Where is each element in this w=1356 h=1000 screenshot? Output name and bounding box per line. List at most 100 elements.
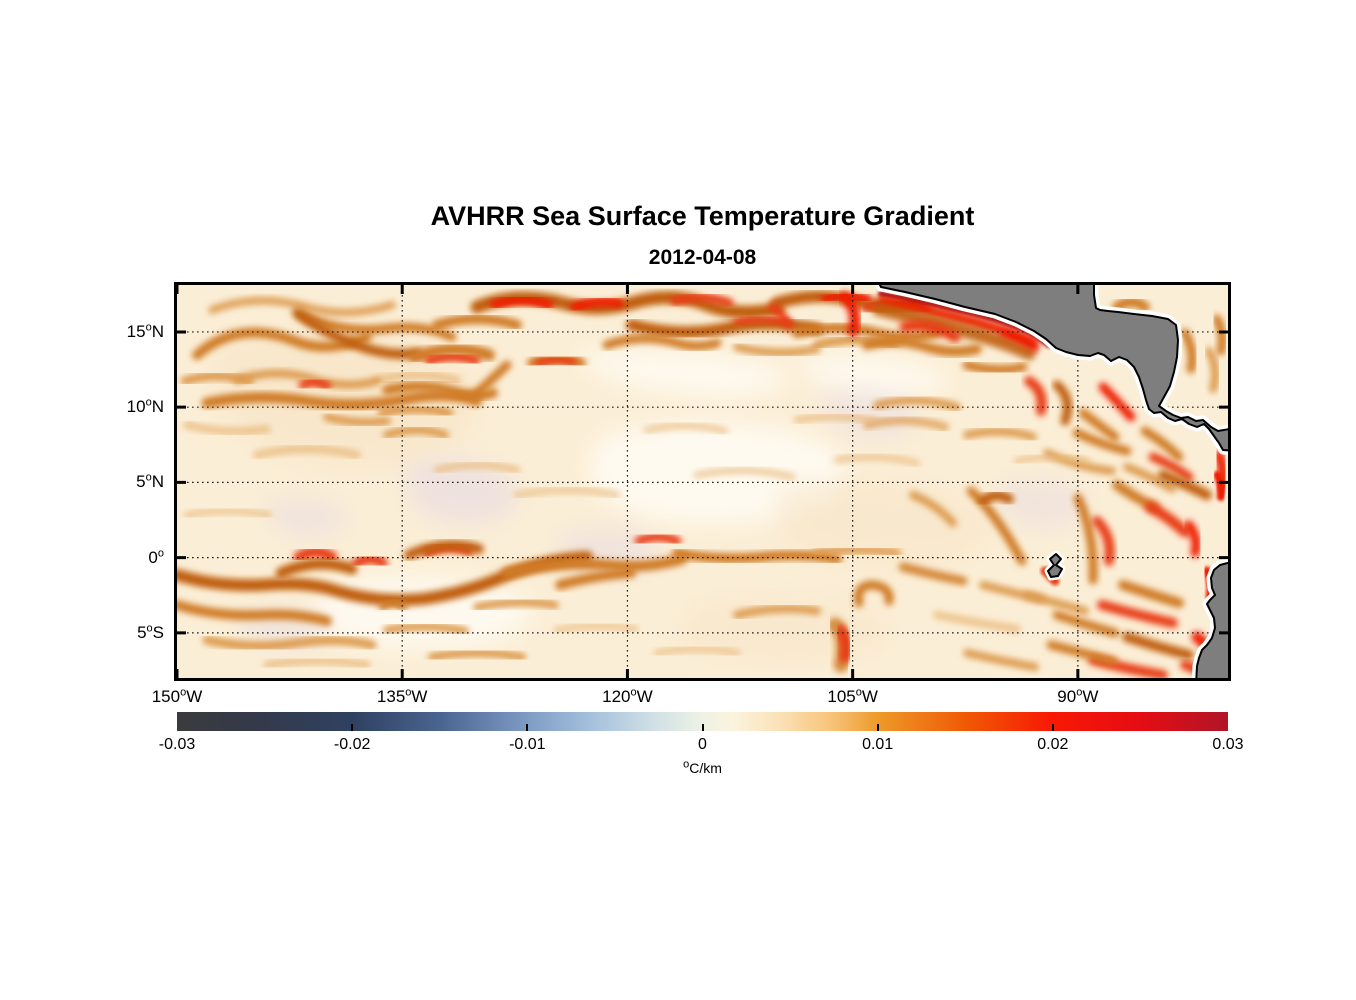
- colorbar-label-0.03: 0.03: [1212, 736, 1244, 753]
- sst-gradient-filament: [978, 490, 1014, 506]
- colorbar-tick-mark: [1051, 724, 1054, 731]
- chart-date-subtitle: 2012-04-08: [648, 246, 757, 269]
- sst-gradient-filament: [409, 343, 495, 363]
- x-tick-label-150W: 150oW: [151, 686, 203, 706]
- sst-gradient-filament: [962, 360, 1028, 375]
- sst-gradient-filament: [853, 580, 894, 608]
- sst-gradient-filament: [733, 343, 821, 357]
- sst-gradient-filament: [323, 413, 391, 427]
- y-tick-label-15N: 15oN: [126, 321, 164, 341]
- colorbar-label-0.01: 0.01: [862, 736, 894, 753]
- sst-gradient-filament: [733, 315, 791, 327]
- colorbar-label--0.02: -0.02: [333, 736, 371, 753]
- sea-mottle-patch: [996, 479, 1088, 530]
- sst-gradient-filament: [473, 598, 559, 611]
- sst-gradient-filament: [1046, 640, 1118, 666]
- sst-gradient-filament: [833, 453, 921, 467]
- sst-gradient-filament: [208, 296, 396, 317]
- sst-gradient-filament: [432, 314, 522, 330]
- sst-gradient-filament: [352, 554, 388, 568]
- sst-gradient-filament: [501, 553, 688, 579]
- sst-gradient-filament: [1072, 428, 1132, 456]
- sst-gradient-filament: [379, 598, 407, 611]
- colorbar-label-0.02: 0.02: [1037, 736, 1069, 753]
- sst-gradient-filament: [963, 649, 1039, 671]
- sst-gradient-filament: [553, 622, 639, 634]
- sst-gradient-filament: [634, 532, 682, 546]
- sst-gradient-filament: [513, 486, 621, 499]
- map-plot-frame: [174, 282, 1231, 681]
- galapagos-island-landmass: [1047, 553, 1063, 578]
- sst-gradient-filament: [1212, 314, 1227, 356]
- x-tick-label-105W: 105oW: [827, 686, 878, 706]
- sst-gradient-filament: [966, 486, 1027, 566]
- sst-gradient-filament: [909, 491, 957, 527]
- sst-gradient-filament: [293, 546, 338, 563]
- sst-gradient-filament: [602, 333, 722, 351]
- sst-gradient-filament: [1097, 600, 1178, 628]
- sst-gradient-filament: [1073, 493, 1098, 585]
- sst-gradient-filament: [792, 323, 942, 342]
- sst-gradient-filament: [555, 568, 636, 590]
- sst-gradient-filament: [1140, 426, 1184, 462]
- sst-gradient-filament: [428, 649, 526, 661]
- sst-gradient-filament: [1078, 408, 1120, 442]
- sst-gradient-filament: [275, 558, 358, 579]
- sst-gradient-filament: [1052, 380, 1073, 426]
- sst-gradient-filament: [693, 467, 796, 481]
- sea-mottle-patch: [405, 458, 519, 525]
- sst-gradient-filament: [768, 302, 794, 330]
- colorbar-tick-mark: [701, 724, 704, 731]
- sea-mottle-patch: [577, 349, 787, 397]
- sst-gradient-filament: [180, 371, 254, 386]
- colorbar-tick-mark: [526, 724, 529, 731]
- sst-gradient-filament: [835, 625, 853, 663]
- sst-gradient-filament: [670, 293, 734, 308]
- sst-gradient-filament: [1123, 463, 1176, 493]
- sst-gradient-filament: [1092, 516, 1115, 566]
- sst-gradient-filament: [862, 336, 982, 357]
- y-tick-label-5S: 5oS: [137, 622, 164, 642]
- sea-mottle-patch: [797, 354, 946, 400]
- sea-mottle-patch: [266, 496, 348, 540]
- sst-gradient-filament: [177, 600, 332, 626]
- sst-gradient-filament: [1158, 470, 1212, 500]
- sst-gradient-filament: [733, 604, 821, 619]
- sst-gradient-filament: [1098, 382, 1136, 422]
- sst-gradient-filament: [1205, 347, 1220, 393]
- sst-gradient-filament: [490, 295, 554, 310]
- sst-gradient-filament: [470, 360, 512, 400]
- colorbar-tick-mark: [351, 724, 354, 731]
- sst-gradient-filament: [263, 657, 371, 669]
- sst-gradient-filament: [979, 581, 1045, 603]
- sst-gradient-filament: [570, 296, 624, 312]
- sst-gradient-filament: [192, 327, 372, 360]
- sst-gradient-filament: [183, 507, 273, 519]
- mexico-central-america-landmass: [878, 285, 1228, 452]
- x-tick-label-90W: 90oW: [1057, 686, 1099, 706]
- sst-gradient-filament: [183, 421, 271, 436]
- sst-gradient-map: [177, 285, 1228, 678]
- sst-gradient-filament: [377, 404, 454, 418]
- sst-gradient-filament: [292, 308, 422, 360]
- sst-gradient-filament: [653, 645, 741, 657]
- y-tick-label-10N: 10oN: [126, 396, 164, 417]
- sst-gradient-filament: [1052, 610, 1120, 638]
- sst-gradient-filament: [1184, 520, 1201, 558]
- sst-gradient-filament: [793, 413, 879, 425]
- sst-gradient-filament: [535, 355, 577, 367]
- sst-gradient-filament: [383, 622, 469, 635]
- sst-gradient-filament: [383, 426, 449, 439]
- sst-gradient-filament: [1122, 632, 1194, 660]
- sst-gradient-filament: [872, 302, 1036, 360]
- x-tick-label-120W: 120oW: [602, 686, 653, 706]
- colorbar-label--0.03: -0.03: [158, 736, 196, 753]
- colorbar-tick-mark: [876, 724, 879, 731]
- sst-gradient-filament: [253, 445, 361, 459]
- sst-gradient-filament: [1024, 376, 1047, 416]
- south-america-landmass: [1195, 561, 1228, 678]
- sst-gradient-filament: [643, 422, 729, 435]
- colorbar-unit-label: oC/km: [683, 758, 722, 776]
- sst-gradient-filament: [1148, 452, 1194, 482]
